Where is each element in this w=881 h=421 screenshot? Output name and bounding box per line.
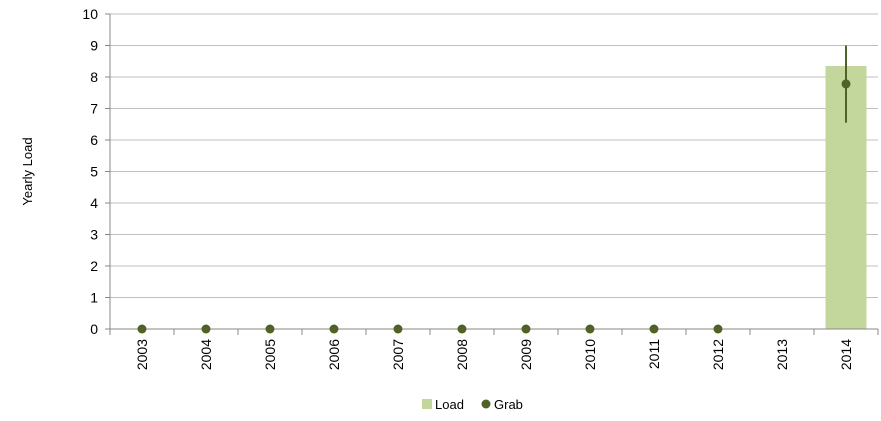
point-grab bbox=[201, 324, 211, 334]
x-tick-label: 2004 bbox=[198, 339, 214, 370]
point-grab bbox=[649, 324, 659, 334]
x-tick-labels: 2003 2004 2005 2006 2007 2008 2009 2010 2011 2012… bbox=[134, 339, 854, 370]
point-grab bbox=[265, 324, 275, 334]
x-tick-label: 2010 bbox=[582, 339, 598, 370]
y-tick-label: 9 bbox=[90, 38, 98, 54]
x-tick-label: 2007 bbox=[390, 339, 406, 370]
point-grab bbox=[841, 79, 851, 89]
y-tick-label: 4 bbox=[90, 195, 98, 211]
point-grab bbox=[457, 324, 467, 334]
y-tick-label: 1 bbox=[90, 290, 98, 306]
x-tick-label: 2008 bbox=[454, 339, 470, 370]
y-tick-label: 2 bbox=[90, 258, 98, 274]
point-grab bbox=[521, 324, 531, 334]
axes bbox=[105, 13, 879, 335]
y-tick-label: 7 bbox=[90, 101, 98, 117]
point-grab bbox=[329, 324, 339, 334]
y-tick-label: 8 bbox=[90, 69, 98, 85]
y-tick-label: 10 bbox=[82, 6, 98, 22]
x-tick-label: 2005 bbox=[262, 339, 278, 370]
legend-label-load: Load bbox=[435, 397, 464, 412]
x-tick-label: 2012 bbox=[710, 339, 726, 370]
legend-swatch-load bbox=[422, 399, 432, 409]
point-grab bbox=[713, 324, 723, 334]
y-tick-label: 5 bbox=[90, 164, 98, 180]
x-tick-label: 2009 bbox=[518, 339, 534, 370]
y-axis-title: Yearly Load bbox=[20, 137, 35, 205]
point-layer bbox=[137, 45, 851, 334]
legend-marker-grab bbox=[481, 399, 491, 409]
x-tick-label: 2011 bbox=[646, 339, 662, 369]
point-grab bbox=[393, 324, 403, 334]
y-tick-label: 6 bbox=[90, 132, 98, 148]
point-grab bbox=[585, 324, 595, 334]
legend-label-grab: Grab bbox=[494, 397, 523, 412]
y-tick-labels: 0 1 2 3 4 5 6 7 8 9 10 bbox=[82, 6, 98, 337]
x-tick-label: 2006 bbox=[326, 339, 342, 370]
point-grab bbox=[137, 324, 147, 334]
gridlines bbox=[110, 13, 878, 298]
y-tick-label: 3 bbox=[90, 227, 98, 243]
x-tick-label: 2013 bbox=[774, 339, 790, 370]
x-tick-label: 2003 bbox=[134, 339, 150, 370]
x-tick-label: 2014 bbox=[838, 339, 854, 370]
legend: Load Grab bbox=[422, 397, 523, 412]
y-tick-label: 0 bbox=[90, 321, 98, 337]
